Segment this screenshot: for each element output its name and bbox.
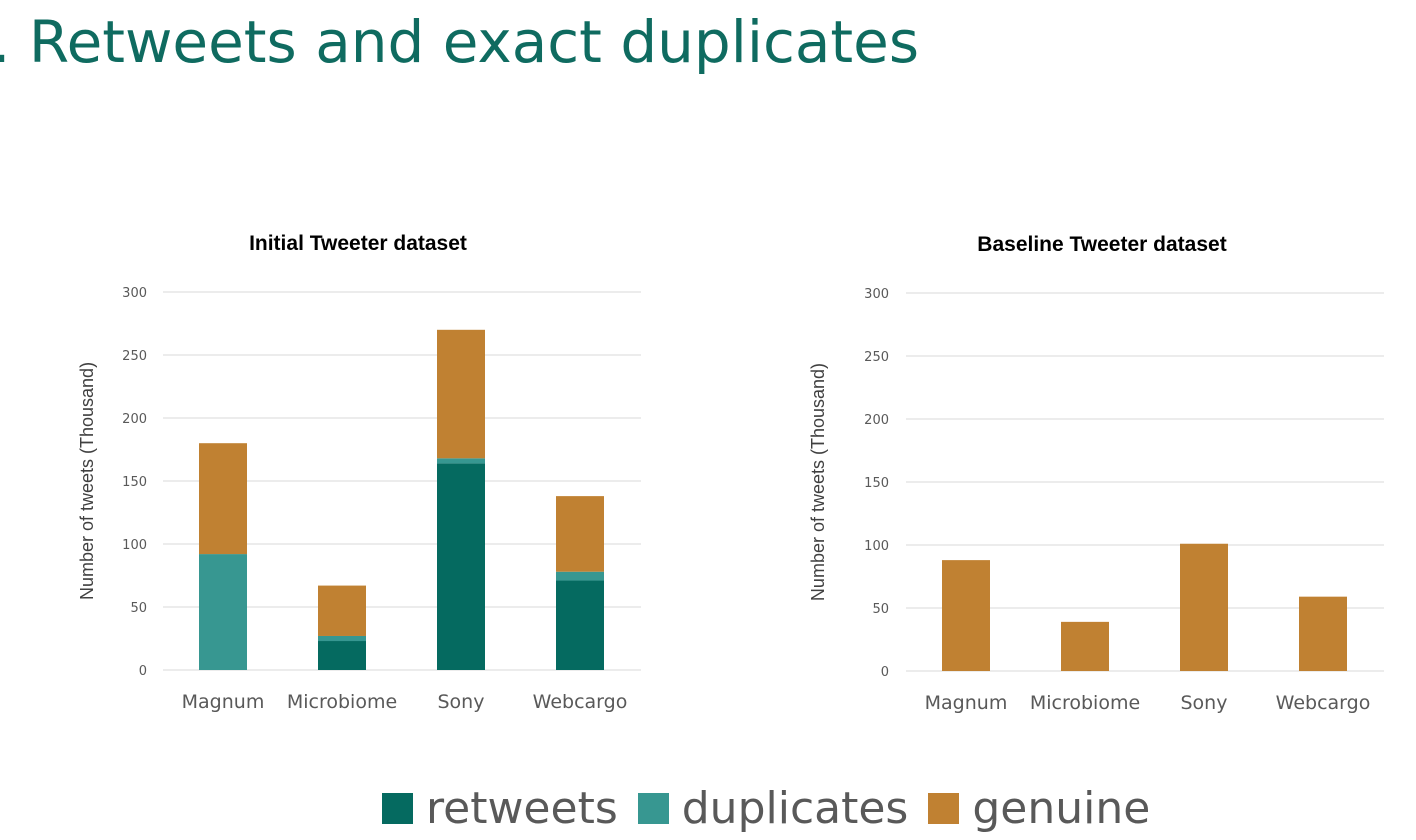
bar-duplicates-webcargo xyxy=(556,571,604,581)
bar-genuine-sony xyxy=(437,329,485,459)
legend-swatch xyxy=(928,792,960,824)
y-tick-label: 100 xyxy=(122,538,147,553)
legend-swatch xyxy=(382,792,413,824)
bar-duplicates-microbiome xyxy=(318,635,366,642)
y-tick-label: 0 xyxy=(139,664,147,679)
chart-legend: retweets duplicates genuine xyxy=(382,778,1170,838)
y-axis-label: Number of tweets (Thousand) xyxy=(77,362,97,600)
legend-label: duplicates xyxy=(681,782,909,834)
x-category-label: Magnum xyxy=(182,691,265,713)
y-tick-label: 150 xyxy=(122,475,147,490)
y-tick-label: 250 xyxy=(864,350,889,365)
y-tick-label: 300 xyxy=(864,287,889,302)
bar-genuine-webcargo xyxy=(1299,596,1347,671)
legend-label: genuine xyxy=(972,782,1151,834)
y-tick-label: 300 xyxy=(122,286,147,301)
bar-genuine-microbiome xyxy=(1061,621,1109,671)
bar-retweets-webcargo xyxy=(556,580,604,670)
y-axis-label: Number of tweets (Thousand) xyxy=(808,363,828,601)
legend-item-duplicates: duplicates xyxy=(637,782,909,834)
bar-retweets-microbiome xyxy=(318,641,366,670)
x-category-label: Magnum xyxy=(925,692,1008,714)
bar-retweets-sony xyxy=(437,463,485,670)
chart-title: Baseline Tweeter dataset xyxy=(977,233,1226,256)
slide-title: . Retweets and exact duplicates xyxy=(0,8,920,76)
legend-item-retweets: retweets xyxy=(382,783,618,834)
bar-genuine-microbiome xyxy=(318,585,366,636)
charts-canvas: Initial Tweeter dataset Number of tweets … xyxy=(77,232,1384,714)
legend-item-genuine: genuine xyxy=(928,783,1150,834)
y-tick-label: 200 xyxy=(864,413,889,428)
y-tick-label: 150 xyxy=(864,476,889,491)
y-tick-label: 250 xyxy=(122,349,147,364)
y-tick-label: 50 xyxy=(872,602,889,617)
y-tick-label: 0 xyxy=(881,665,889,680)
bar-genuine-sony xyxy=(1180,543,1228,671)
y-tick-label: 100 xyxy=(864,539,889,554)
chart-title: Initial Tweeter dataset xyxy=(249,232,467,255)
x-category-label: Sony xyxy=(1181,692,1228,714)
bar-genuine-webcargo xyxy=(556,496,604,572)
legend-label: retweets xyxy=(426,782,618,834)
bar-genuine-magnum xyxy=(199,443,247,555)
legend-swatch xyxy=(637,792,669,824)
x-category-label: Webcargo xyxy=(533,691,628,713)
x-category-label: Microbiome xyxy=(287,691,397,713)
y-tick-label: 50 xyxy=(130,601,147,616)
bar-duplicates-magnum xyxy=(199,554,247,670)
y-tick-label: 200 xyxy=(122,412,147,427)
bar-genuine-magnum xyxy=(942,560,990,671)
bar-duplicates-sony xyxy=(437,458,485,464)
x-category-label: Microbiome xyxy=(1030,692,1140,714)
x-category-label: Webcargo xyxy=(1276,692,1371,714)
x-category-label: Sony xyxy=(438,691,485,713)
